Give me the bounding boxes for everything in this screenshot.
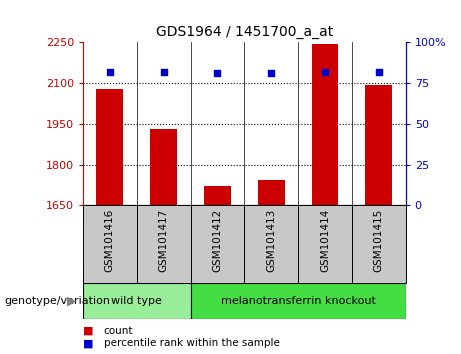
Bar [190,205,244,283]
Text: GSM101414: GSM101414 [320,209,330,273]
Text: wild type: wild type [111,296,162,306]
Bar [244,205,298,283]
Text: percentile rank within the sample: percentile rank within the sample [104,338,280,348]
Point [267,70,275,76]
Text: GSM101417: GSM101417 [159,209,169,273]
Bar [298,205,352,283]
Point [321,69,329,75]
Text: ■: ■ [83,338,94,348]
Text: ■: ■ [83,326,94,336]
Bar [365,85,392,205]
Text: GSM101413: GSM101413 [266,209,276,273]
Text: GSM101412: GSM101412 [213,209,223,273]
Point [106,69,113,75]
Text: melanotransferrin knockout: melanotransferrin knockout [221,296,376,306]
Bar [190,283,406,319]
Bar [312,44,338,205]
Bar [204,186,231,205]
Bar [150,129,177,205]
Bar [83,283,190,319]
Bar [258,179,284,205]
Text: GSM101415: GSM101415 [374,209,384,273]
Text: count: count [104,326,133,336]
Text: genotype/variation: genotype/variation [5,296,111,306]
Text: GSM101416: GSM101416 [105,209,115,273]
Point [375,69,383,75]
Bar [96,88,123,205]
Bar [137,205,190,283]
Bar [83,205,137,283]
Point [214,70,221,76]
Title: GDS1964 / 1451700_a_at: GDS1964 / 1451700_a_at [156,25,333,39]
Text: ▶: ▶ [67,295,76,307]
Bar [352,205,406,283]
Point [160,69,167,75]
